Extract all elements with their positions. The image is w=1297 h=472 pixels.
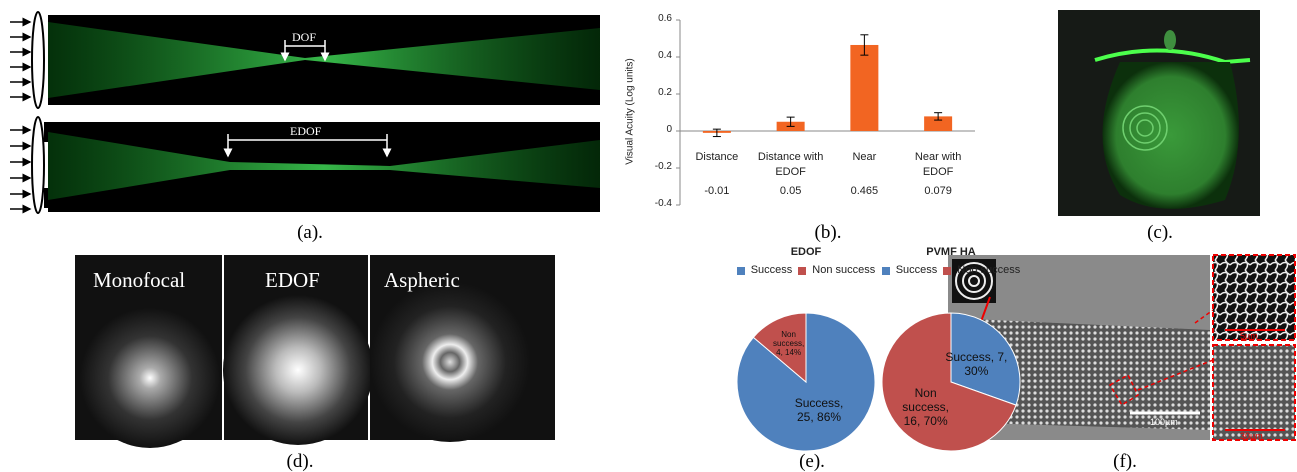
legend-label: Non success xyxy=(812,264,875,276)
legend-label: Non success xyxy=(957,264,1020,276)
value-label: 0.465 xyxy=(834,185,894,197)
panel-c-graphics xyxy=(1058,10,1260,216)
value-label: 0.079 xyxy=(908,185,968,197)
legend-marker xyxy=(798,267,806,275)
pie-title: PVMF HA xyxy=(891,246,1011,258)
dof-label: DOF xyxy=(292,30,316,45)
y-tick-label: 0.2 xyxy=(640,87,672,98)
legend-marker xyxy=(882,267,890,275)
y-tick-label: -0.4 xyxy=(640,198,672,209)
scale-label: 30µm xyxy=(1240,431,1263,441)
panel-label: (e). xyxy=(799,451,825,472)
panel-label: (c). xyxy=(1147,222,1173,244)
value-label: Non success, 4, 14% xyxy=(772,330,806,357)
legend-label: Success xyxy=(751,264,793,276)
legend-marker xyxy=(737,267,745,275)
legend-marker xyxy=(943,267,951,275)
panel-label: (a). xyxy=(297,222,323,244)
panel-label: (f). xyxy=(1113,451,1137,472)
y-tick-label: 0.4 xyxy=(640,50,672,61)
y-tick-label: 0.6 xyxy=(640,13,672,24)
scale-label: 5µm xyxy=(1240,331,1258,341)
scale-label: 100µm xyxy=(1150,417,1178,427)
bar xyxy=(850,45,878,131)
pie-title: EDOF xyxy=(746,246,866,258)
value-label: Non success, 16, 70% xyxy=(893,386,959,428)
value-label: -0.01 xyxy=(687,185,747,197)
value-label: 0.05 xyxy=(761,185,821,197)
image-label: Aspheric xyxy=(384,268,460,293)
value-label: Success, 25, 86% xyxy=(786,396,852,424)
x-tick-label: Near xyxy=(826,150,902,165)
value-label: Success, 7, 30% xyxy=(943,350,1009,378)
legend: Success Non success xyxy=(726,264,886,276)
y-axis-label: Visual Acuity (Log units) xyxy=(625,31,636,191)
legend-label: Success xyxy=(896,264,938,276)
x-tick-label: Distance xyxy=(679,150,755,165)
panel-label: (d). xyxy=(287,451,314,472)
image-label: Monofocal xyxy=(93,268,185,293)
panel-label: (b). xyxy=(815,222,842,244)
image-label: EDOF xyxy=(265,268,320,293)
x-tick-label: Near with EDOF xyxy=(900,150,976,180)
y-tick-label: 0 xyxy=(640,124,672,135)
y-tick-label: -0.2 xyxy=(640,161,672,172)
figure-graphics xyxy=(0,0,1297,472)
figure: (a). (b). (c). (d). (e). (f). DOF EDOF M… xyxy=(0,0,1297,472)
x-tick-label: Distance with EDOF xyxy=(753,150,829,180)
legend: Success Non success xyxy=(871,264,1031,276)
edof-label: EDOF xyxy=(290,124,321,139)
